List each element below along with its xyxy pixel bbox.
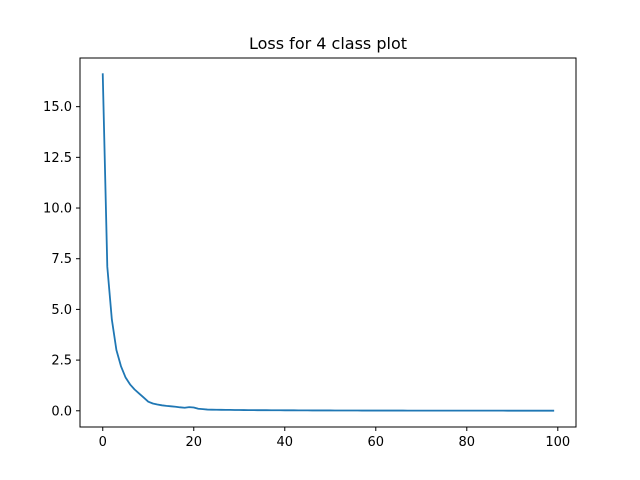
x-tick-label: 40 — [276, 435, 293, 450]
x-tick-label: 100 — [545, 435, 570, 450]
x-axis: 0 20 40 60 80 100 — [99, 427, 570, 450]
x-tick-label: 80 — [459, 435, 476, 450]
y-tick-label: 12.5 — [43, 151, 72, 166]
y-tick-label: 10.0 — [43, 202, 72, 217]
y-tick-label: 5.0 — [51, 303, 72, 318]
loss-series-line — [101, 73, 555, 412]
y-tick-label: 15.0 — [43, 100, 72, 115]
y-tick-label: 0.0 — [51, 404, 72, 419]
x-tick-label: 0 — [99, 435, 107, 450]
x-tick-label: 20 — [185, 435, 202, 450]
plot-frame — [79, 57, 577, 428]
y-axis: 0.0 2.5 5.0 7.5 10.0 12.5 15.0 — [43, 100, 80, 419]
x-tick-label: 60 — [368, 435, 385, 450]
y-tick-label: 7.5 — [51, 252, 72, 267]
y-tick-label: 2.5 — [51, 354, 72, 369]
chart-title: Loss for 4 class plot — [249, 34, 407, 53]
